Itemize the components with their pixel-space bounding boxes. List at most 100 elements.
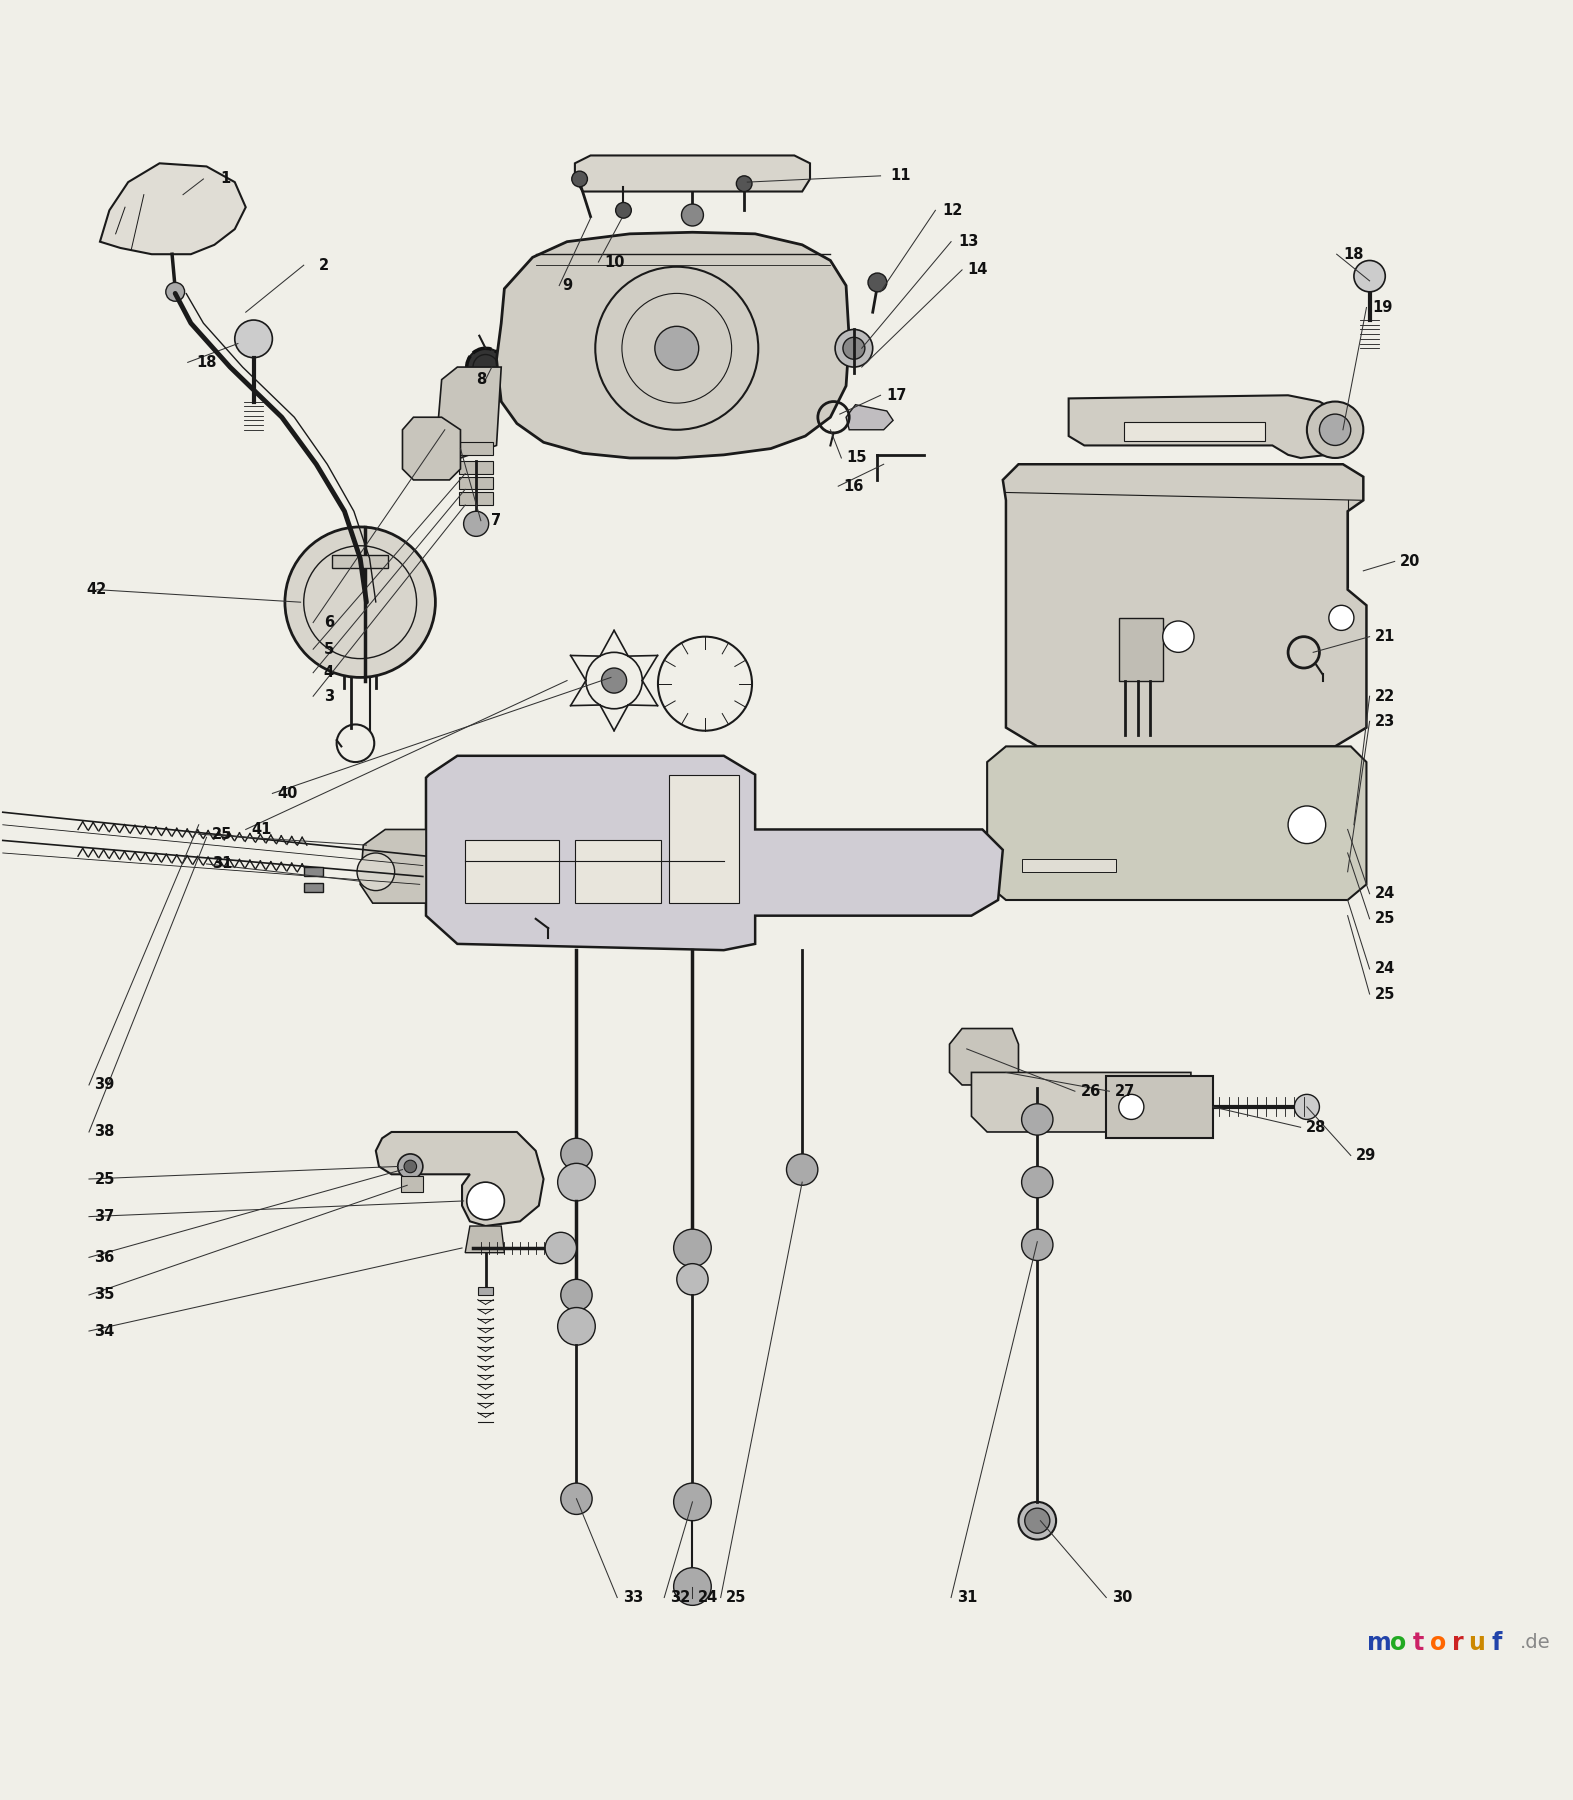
Circle shape bbox=[1307, 401, 1364, 457]
Circle shape bbox=[1018, 1501, 1055, 1539]
Circle shape bbox=[562, 1483, 591, 1514]
Polygon shape bbox=[950, 1028, 1018, 1085]
Circle shape bbox=[673, 1568, 711, 1606]
Text: 13: 13 bbox=[958, 234, 978, 248]
Circle shape bbox=[676, 1264, 708, 1294]
Bar bbox=[466, 841, 560, 904]
Circle shape bbox=[1021, 1166, 1052, 1197]
Circle shape bbox=[736, 176, 752, 191]
Text: u: u bbox=[1469, 1631, 1485, 1654]
Circle shape bbox=[868, 274, 887, 292]
Bar bbox=[459, 477, 494, 490]
Polygon shape bbox=[1068, 396, 1354, 457]
Circle shape bbox=[1329, 605, 1354, 630]
Circle shape bbox=[1021, 1229, 1052, 1260]
Text: 27: 27 bbox=[1115, 1084, 1136, 1098]
Text: 16: 16 bbox=[843, 479, 864, 493]
Text: 24: 24 bbox=[1375, 961, 1395, 976]
Text: 33: 33 bbox=[623, 1589, 643, 1606]
Circle shape bbox=[357, 853, 395, 891]
Circle shape bbox=[1354, 261, 1386, 292]
Bar bbox=[1106, 1076, 1213, 1138]
Circle shape bbox=[681, 203, 703, 227]
Polygon shape bbox=[101, 164, 245, 254]
Text: 40: 40 bbox=[278, 787, 299, 801]
Text: 9: 9 bbox=[562, 277, 573, 293]
Polygon shape bbox=[439, 367, 502, 457]
Text: 24: 24 bbox=[1375, 886, 1395, 902]
Circle shape bbox=[673, 1229, 711, 1267]
Text: 34: 34 bbox=[94, 1323, 115, 1339]
Polygon shape bbox=[574, 155, 810, 191]
Text: 32: 32 bbox=[670, 1589, 691, 1606]
Text: 31: 31 bbox=[212, 857, 233, 871]
Circle shape bbox=[165, 283, 184, 301]
Circle shape bbox=[404, 1161, 417, 1174]
Bar bbox=[459, 443, 494, 455]
Polygon shape bbox=[988, 747, 1367, 900]
Text: 21: 21 bbox=[1375, 630, 1395, 644]
Text: 28: 28 bbox=[1306, 1120, 1326, 1134]
Circle shape bbox=[601, 668, 626, 693]
Circle shape bbox=[546, 1233, 576, 1264]
Text: 11: 11 bbox=[890, 169, 911, 184]
Text: 1: 1 bbox=[220, 171, 231, 187]
Text: 20: 20 bbox=[1400, 554, 1420, 569]
Circle shape bbox=[558, 1307, 595, 1345]
Bar bbox=[1123, 421, 1265, 441]
Circle shape bbox=[835, 329, 873, 367]
Polygon shape bbox=[360, 830, 426, 904]
Circle shape bbox=[615, 202, 631, 218]
Polygon shape bbox=[497, 232, 849, 457]
Circle shape bbox=[1162, 621, 1194, 652]
Text: 37: 37 bbox=[94, 1210, 115, 1224]
Polygon shape bbox=[1118, 617, 1162, 680]
Bar bbox=[574, 841, 661, 904]
Circle shape bbox=[1320, 414, 1351, 445]
Polygon shape bbox=[376, 1132, 544, 1226]
Bar bbox=[459, 493, 494, 506]
Circle shape bbox=[1021, 1103, 1052, 1136]
Polygon shape bbox=[426, 756, 1004, 950]
Bar bbox=[304, 868, 322, 877]
Text: 3: 3 bbox=[324, 689, 333, 704]
Bar bbox=[459, 461, 494, 473]
Text: 19: 19 bbox=[1372, 301, 1392, 315]
Polygon shape bbox=[403, 418, 461, 481]
Text: 10: 10 bbox=[604, 254, 624, 270]
Circle shape bbox=[467, 347, 505, 385]
Text: 6: 6 bbox=[324, 616, 333, 630]
Text: 22: 22 bbox=[1375, 689, 1395, 704]
Text: 29: 29 bbox=[1356, 1148, 1376, 1163]
Circle shape bbox=[464, 511, 489, 536]
Text: 25: 25 bbox=[727, 1589, 747, 1606]
Bar bbox=[1021, 859, 1115, 871]
Circle shape bbox=[562, 1138, 591, 1170]
Text: 41: 41 bbox=[252, 823, 272, 837]
Circle shape bbox=[1024, 1508, 1049, 1534]
Text: 25: 25 bbox=[212, 826, 233, 842]
Circle shape bbox=[673, 1483, 711, 1521]
Text: 36: 36 bbox=[94, 1249, 115, 1265]
Text: r: r bbox=[1452, 1631, 1463, 1654]
Text: 14: 14 bbox=[967, 263, 988, 277]
Text: m: m bbox=[1367, 1631, 1392, 1654]
Text: .de: .de bbox=[1520, 1633, 1551, 1652]
Text: 31: 31 bbox=[956, 1589, 977, 1606]
Text: 26: 26 bbox=[1081, 1084, 1101, 1098]
Text: 12: 12 bbox=[942, 203, 963, 218]
Text: 42: 42 bbox=[87, 581, 107, 598]
Text: 5: 5 bbox=[324, 643, 333, 657]
Bar bbox=[669, 774, 739, 904]
Circle shape bbox=[473, 355, 499, 380]
Circle shape bbox=[1118, 1094, 1144, 1120]
Circle shape bbox=[467, 1183, 505, 1220]
Text: 7: 7 bbox=[491, 513, 502, 527]
Bar bbox=[304, 882, 322, 893]
Circle shape bbox=[285, 527, 436, 677]
Circle shape bbox=[786, 1154, 818, 1184]
Bar bbox=[401, 1175, 423, 1192]
Text: 4: 4 bbox=[324, 666, 333, 680]
Polygon shape bbox=[972, 1073, 1191, 1132]
Text: o: o bbox=[1430, 1631, 1446, 1654]
